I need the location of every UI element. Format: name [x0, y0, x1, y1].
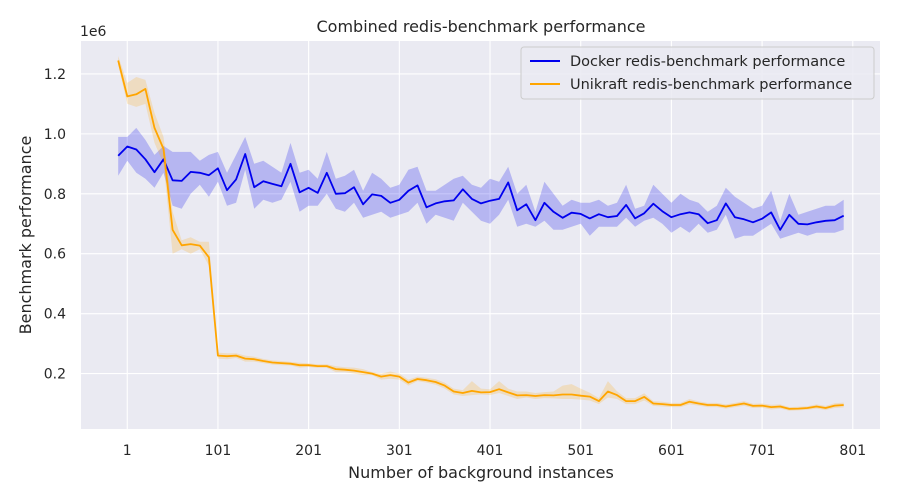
x-tick-label: 601 — [658, 443, 685, 459]
y-tick-label: 0.2 — [44, 367, 66, 383]
y-tick-label: 0.8 — [44, 187, 66, 203]
series-line-docker — [117, 145, 845, 231]
series-lines — [117, 60, 845, 410]
x-tick-label: 401 — [477, 443, 504, 459]
x-tick-label: 501 — [567, 443, 594, 459]
y-multiplier-label: 1e6 — [80, 24, 107, 40]
x-tick-label: 301 — [386, 443, 413, 459]
x-tick-labels: 1 101 201 301 401 501 601 701 801 — [123, 443, 866, 459]
x-tick-label: 701 — [749, 443, 776, 459]
y-tick-labels: 0.2 0.4 0.6 0.8 1.0 1.2 — [44, 67, 66, 383]
legend-label-docker: Docker redis-benchmark performance — [570, 54, 845, 70]
series-line-unikraft — [117, 60, 844, 410]
y-tick-label: 1.0 — [44, 127, 66, 143]
y-tick-label: 0.4 — [44, 307, 66, 323]
y-tick-label: 0.6 — [44, 247, 66, 263]
legend: Docker redis-benchmark performance Unikr… — [520, 46, 875, 100]
legend-label-unikraft: Unikraft redis-benchmark performance — [570, 77, 852, 93]
plot-area — [81, 41, 880, 429]
chart-title: Combined redis-benchmark performance — [316, 17, 645, 36]
y-tick-label: 1.2 — [44, 67, 66, 83]
x-gridlines — [126, 41, 854, 429]
x-axis-label: Number of background instances — [348, 463, 614, 482]
x-tick-label: 201 — [295, 443, 322, 459]
legend-box — [520, 46, 875, 100]
y-axis-label: Benchmark performance — [16, 136, 35, 335]
x-tick-label: 1 — [123, 443, 132, 459]
x-tick-label: 801 — [839, 443, 866, 459]
x-tick-label: 101 — [205, 443, 232, 459]
